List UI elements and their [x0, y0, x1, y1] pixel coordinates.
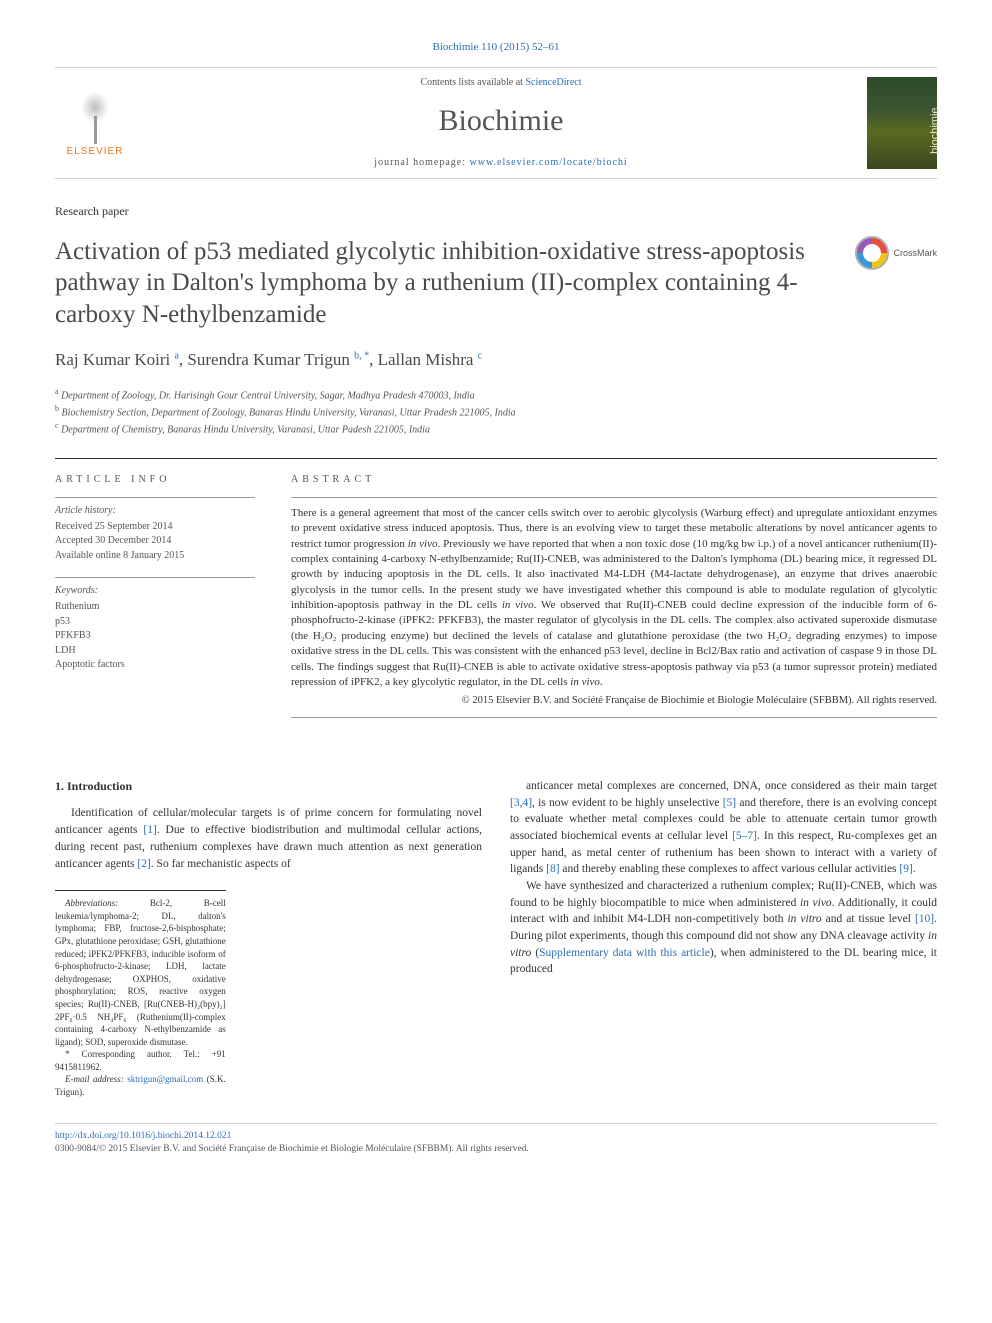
homepage-link[interactable]: www.elsevier.com/locate/biochi	[470, 157, 628, 168]
header-center: Contents lists available at ScienceDirec…	[135, 76, 867, 170]
history-line: Accepted 30 December 2014	[55, 534, 255, 549]
abstract-text: There is a general agreement that most o…	[291, 507, 937, 688]
keyword-line: p53	[55, 615, 255, 630]
affiliation-line: a Department of Zoology, Dr. Harisingh G…	[55, 386, 937, 403]
article-info-heading: article info	[55, 473, 255, 487]
elsevier-logo: ELSEVIER	[55, 79, 135, 167]
contents-lists-line: Contents lists available at ScienceDirec…	[135, 76, 867, 90]
corresponding-author-line: * Corresponding author. Tel.: +91 941581…	[55, 1048, 226, 1073]
authors-line: Raj Kumar Koiri a, Surendra Kumar Trigun…	[55, 348, 937, 372]
homepage-prefix: journal homepage:	[374, 157, 469, 168]
intro-para-right-1: anticancer metal complexes are concerned…	[510, 778, 937, 878]
paper-type: Research paper	[55, 203, 937, 220]
body-columns: 1. Introduction Identification of cellul…	[55, 778, 937, 1099]
contents-prefix: Contents lists available at	[420, 77, 525, 88]
crossmark-label: CrossMark	[893, 247, 937, 260]
crossmark-icon	[855, 236, 889, 270]
affiliations: a Department of Zoology, Dr. Harisingh G…	[55, 386, 937, 438]
sciencedirect-link[interactable]: ScienceDirect	[525, 77, 581, 88]
affiliation-line: c Department of Chemistry, Banaras Hindu…	[55, 420, 937, 437]
left-column: 1. Introduction Identification of cellul…	[55, 778, 482, 1099]
abstract-body: There is a general agreement that most o…	[291, 497, 937, 718]
abstract-heading: abstract	[291, 473, 937, 487]
affiliation-line: b Biochemistry Section, Department of Zo…	[55, 403, 937, 420]
intro-para-left: Identification of cellular/molecular tar…	[55, 805, 482, 872]
crossmark-widget[interactable]: CrossMark	[855, 236, 937, 270]
abbrev-label: Abbreviations:	[65, 898, 118, 908]
abstract-column: abstract There is a general agreement th…	[291, 473, 937, 718]
journal-reference: Biochimie 110 (2015) 52–61	[55, 40, 937, 55]
article-info-column: article info Article history: Received 2…	[55, 473, 255, 718]
keyword-line: LDH	[55, 644, 255, 659]
intro-para-right-2: We have synthesized and characterized a …	[510, 878, 937, 978]
issn-copyright: 0300-9084/© 2015 Elsevier B.V. and Socié…	[55, 1144, 529, 1154]
article-history-block: Article history: Received 25 September 2…	[55, 497, 255, 564]
paper-title: Activation of p53 mediated glycolytic in…	[55, 236, 843, 330]
footnotes: Abbreviations: Bcl-2, B-cell leukemia/ly…	[55, 890, 226, 1099]
intro-heading: 1. Introduction	[55, 778, 482, 795]
abstract-copyright: © 2015 Elsevier B.V. and Société Françai…	[291, 694, 937, 709]
elsevier-label: ELSEVIER	[67, 145, 124, 159]
history-line: Received 25 September 2014	[55, 520, 255, 535]
email-link[interactable]: sktrigun@gmail.com	[127, 1074, 203, 1084]
keyword-line: PFKFB3	[55, 629, 255, 644]
journal-homepage-line: journal homepage: www.elsevier.com/locat…	[135, 156, 867, 170]
email-line: E-mail address: sktrigun@gmail.com (S.K.…	[55, 1073, 226, 1098]
history-line: Available online 8 January 2015	[55, 549, 255, 564]
journal-name: Biochimie	[135, 100, 867, 142]
doi-link[interactable]: http://dx.doi.org/10.1016/j.biochi.2014.…	[55, 1131, 231, 1141]
abbrev-text: Bcl-2, B-cell leukemia/lymphoma-2; DL, d…	[55, 898, 226, 1047]
abbreviations-line: Abbreviations: Bcl-2, B-cell leukemia/ly…	[55, 897, 226, 1048]
header-band: ELSEVIER Contents lists available at Sci…	[55, 67, 937, 179]
elsevier-tree-icon	[70, 87, 120, 145]
journal-cover-thumbnail	[867, 77, 937, 169]
right-column: anticancer metal complexes are concerned…	[510, 778, 937, 1099]
keyword-line: Ruthenium	[55, 600, 255, 615]
keywords-label: Keywords:	[55, 584, 255, 598]
article-history-label: Article history:	[55, 504, 255, 518]
keyword-line: Apoptotic factors	[55, 658, 255, 673]
keywords-block: Keywords: Rutheniump53PFKFB3LDHApoptotic…	[55, 577, 255, 673]
page-footer: http://dx.doi.org/10.1016/j.biochi.2014.…	[55, 1123, 937, 1157]
email-label: E-mail address:	[65, 1074, 124, 1084]
